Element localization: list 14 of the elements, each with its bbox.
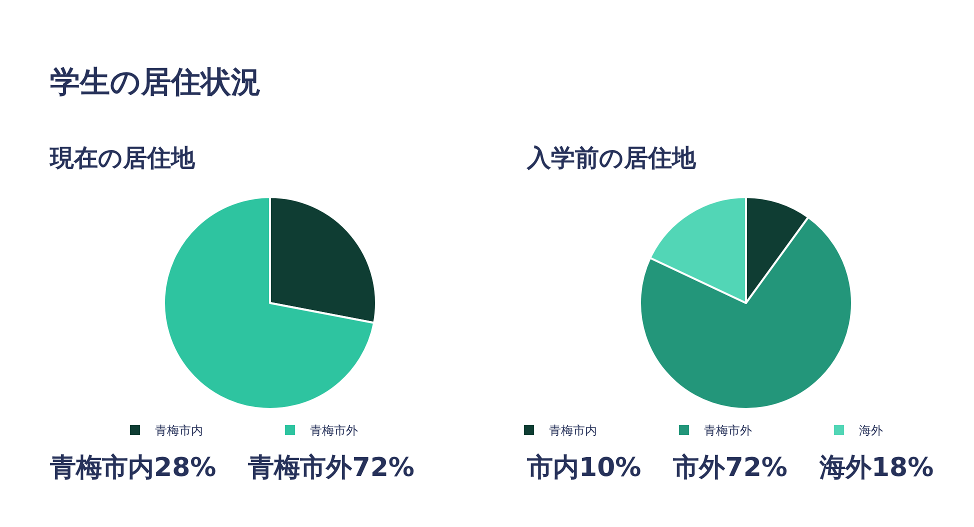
legend-label: 青梅市外	[704, 424, 752, 438]
pie-slice	[163, 196, 376, 410]
chart-subtitle: 入学前の居住地	[527, 143, 696, 174]
legend-label: 青梅市内	[155, 424, 203, 438]
legend-label: 海外	[859, 424, 883, 438]
text: 市外72%	[673, 452, 788, 485]
legend-label: 青梅市内	[549, 424, 597, 438]
text: 市内10%	[527, 452, 642, 485]
chart-title: 学生の居住状況	[50, 64, 261, 102]
chart-subtitle: 現在の居住地	[50, 143, 195, 174]
text: 青梅市外72%	[248, 452, 414, 485]
text: 青梅市内28%	[50, 452, 216, 485]
legend-label: 青梅市外	[310, 424, 358, 438]
text: 海外18%	[819, 452, 934, 485]
